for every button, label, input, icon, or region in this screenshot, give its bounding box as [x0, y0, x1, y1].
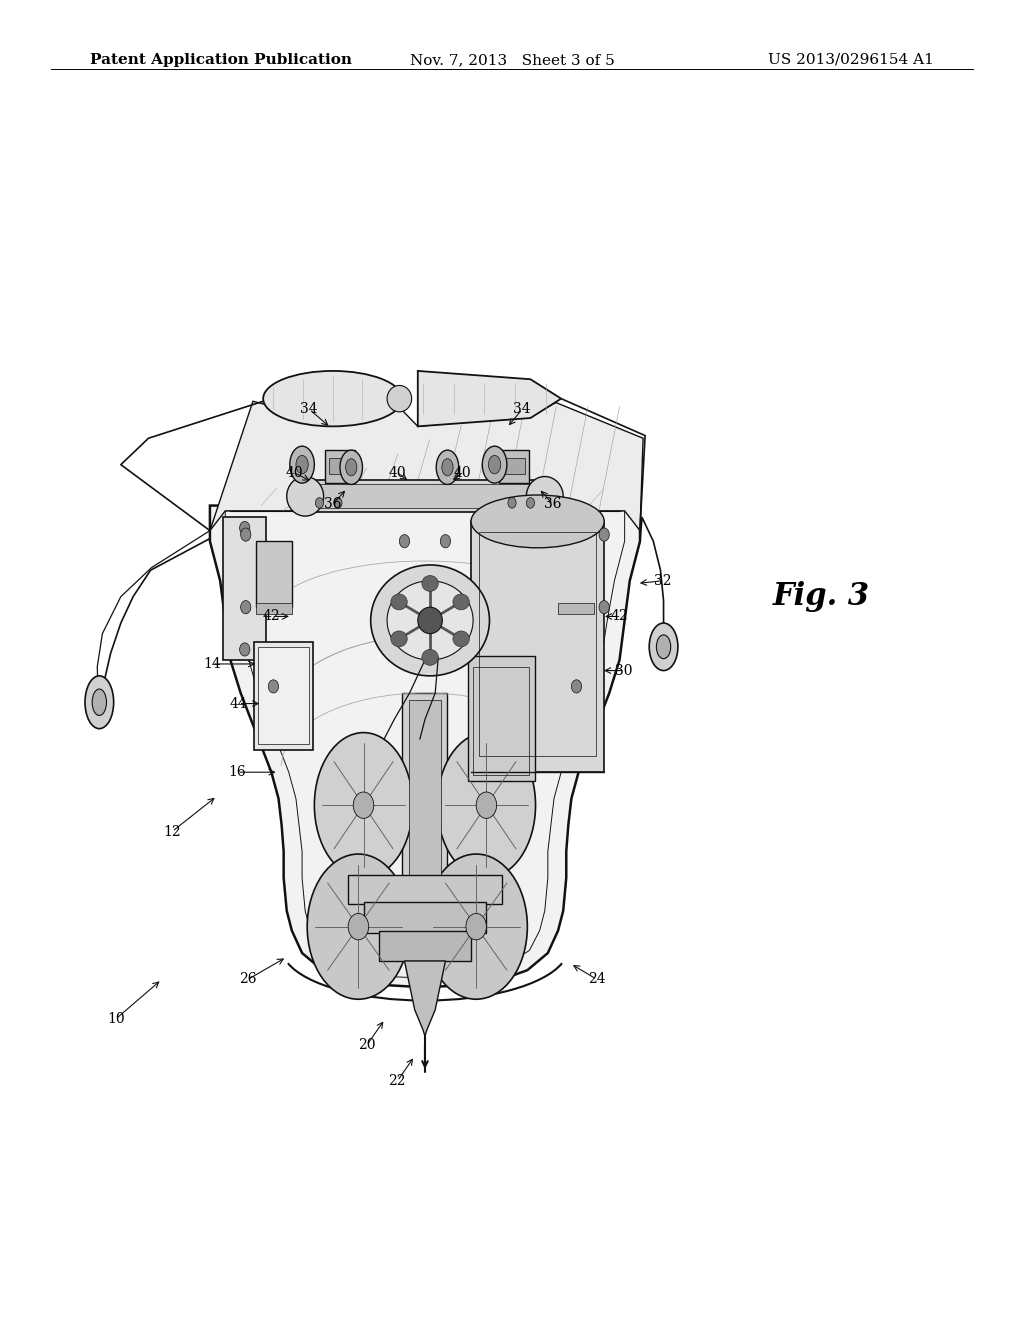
Ellipse shape: [287, 477, 324, 516]
Bar: [503, 458, 525, 474]
Polygon shape: [404, 961, 445, 1036]
Text: Patent Application Publication: Patent Application Publication: [90, 53, 352, 67]
Text: 34: 34: [300, 403, 318, 416]
Bar: [409, 700, 441, 878]
Text: 32: 32: [653, 574, 672, 587]
Ellipse shape: [571, 680, 582, 693]
Bar: [302, 484, 548, 508]
Bar: [558, 541, 594, 607]
Text: 10: 10: [106, 1012, 125, 1026]
Ellipse shape: [290, 446, 314, 483]
Text: 40: 40: [388, 466, 407, 479]
Ellipse shape: [466, 913, 486, 940]
Bar: [297, 480, 553, 512]
Bar: [329, 458, 351, 474]
Ellipse shape: [240, 643, 250, 656]
Ellipse shape: [471, 495, 604, 548]
Polygon shape: [418, 371, 561, 426]
Ellipse shape: [353, 792, 374, 818]
Ellipse shape: [440, 535, 451, 548]
Ellipse shape: [263, 371, 402, 426]
Bar: [325, 450, 355, 483]
Text: 24: 24: [588, 973, 606, 986]
Ellipse shape: [399, 535, 410, 548]
Ellipse shape: [387, 385, 412, 412]
Text: 12: 12: [163, 825, 181, 838]
Bar: [558, 603, 594, 614]
Bar: [348, 875, 502, 904]
Text: 40: 40: [454, 466, 472, 479]
Polygon shape: [210, 506, 640, 987]
Ellipse shape: [334, 498, 342, 508]
Ellipse shape: [387, 581, 473, 660]
Text: 14: 14: [203, 657, 221, 671]
Text: 44: 44: [229, 697, 248, 710]
Text: 42: 42: [610, 610, 629, 623]
Text: 22: 22: [388, 1074, 407, 1088]
Ellipse shape: [488, 455, 501, 474]
Text: 20: 20: [357, 1039, 376, 1052]
Ellipse shape: [268, 680, 279, 693]
Text: 16: 16: [228, 766, 247, 779]
Ellipse shape: [599, 601, 609, 614]
Ellipse shape: [442, 458, 453, 477]
Bar: [499, 450, 529, 483]
Text: 30: 30: [614, 664, 633, 677]
Bar: [379, 931, 471, 961]
Ellipse shape: [425, 854, 527, 999]
Ellipse shape: [437, 733, 536, 878]
Bar: [468, 656, 535, 781]
Bar: [473, 667, 529, 775]
Ellipse shape: [314, 733, 413, 878]
Ellipse shape: [85, 676, 114, 729]
Ellipse shape: [476, 792, 497, 818]
Ellipse shape: [656, 635, 671, 659]
Bar: [402, 693, 447, 884]
Ellipse shape: [599, 528, 609, 541]
Text: 40: 40: [285, 466, 303, 479]
Polygon shape: [210, 401, 643, 531]
Bar: [256, 541, 292, 607]
Ellipse shape: [526, 498, 535, 508]
Bar: [258, 647, 309, 744]
Text: Nov. 7, 2013   Sheet 3 of 5: Nov. 7, 2013 Sheet 3 of 5: [410, 53, 614, 67]
Ellipse shape: [315, 498, 324, 508]
Text: US 2013/0296154 A1: US 2013/0296154 A1: [768, 53, 934, 67]
Text: 26: 26: [239, 973, 257, 986]
Ellipse shape: [340, 450, 362, 484]
Ellipse shape: [418, 607, 442, 634]
Ellipse shape: [92, 689, 106, 715]
Ellipse shape: [422, 576, 438, 591]
Ellipse shape: [508, 498, 516, 508]
Bar: [256, 603, 292, 614]
Ellipse shape: [453, 631, 469, 647]
Bar: [223, 517, 266, 660]
Ellipse shape: [307, 854, 410, 999]
Ellipse shape: [453, 594, 469, 610]
Ellipse shape: [345, 458, 356, 477]
Ellipse shape: [240, 521, 250, 535]
Ellipse shape: [296, 455, 308, 474]
Bar: [471, 521, 604, 772]
Ellipse shape: [241, 601, 251, 614]
Ellipse shape: [348, 913, 369, 940]
Ellipse shape: [391, 594, 408, 610]
Text: 42: 42: [262, 610, 281, 623]
Ellipse shape: [482, 446, 507, 483]
Ellipse shape: [241, 528, 251, 541]
Bar: [254, 642, 313, 750]
Ellipse shape: [391, 631, 408, 647]
Ellipse shape: [649, 623, 678, 671]
Text: 34: 34: [513, 403, 531, 416]
Text: Fig. 3: Fig. 3: [773, 581, 870, 612]
Ellipse shape: [422, 649, 438, 665]
Ellipse shape: [436, 450, 459, 484]
Bar: [364, 902, 486, 933]
Bar: [479, 532, 596, 756]
Ellipse shape: [371, 565, 489, 676]
Text: 36: 36: [324, 498, 342, 511]
Text: 36: 36: [544, 498, 562, 511]
Ellipse shape: [526, 477, 563, 516]
